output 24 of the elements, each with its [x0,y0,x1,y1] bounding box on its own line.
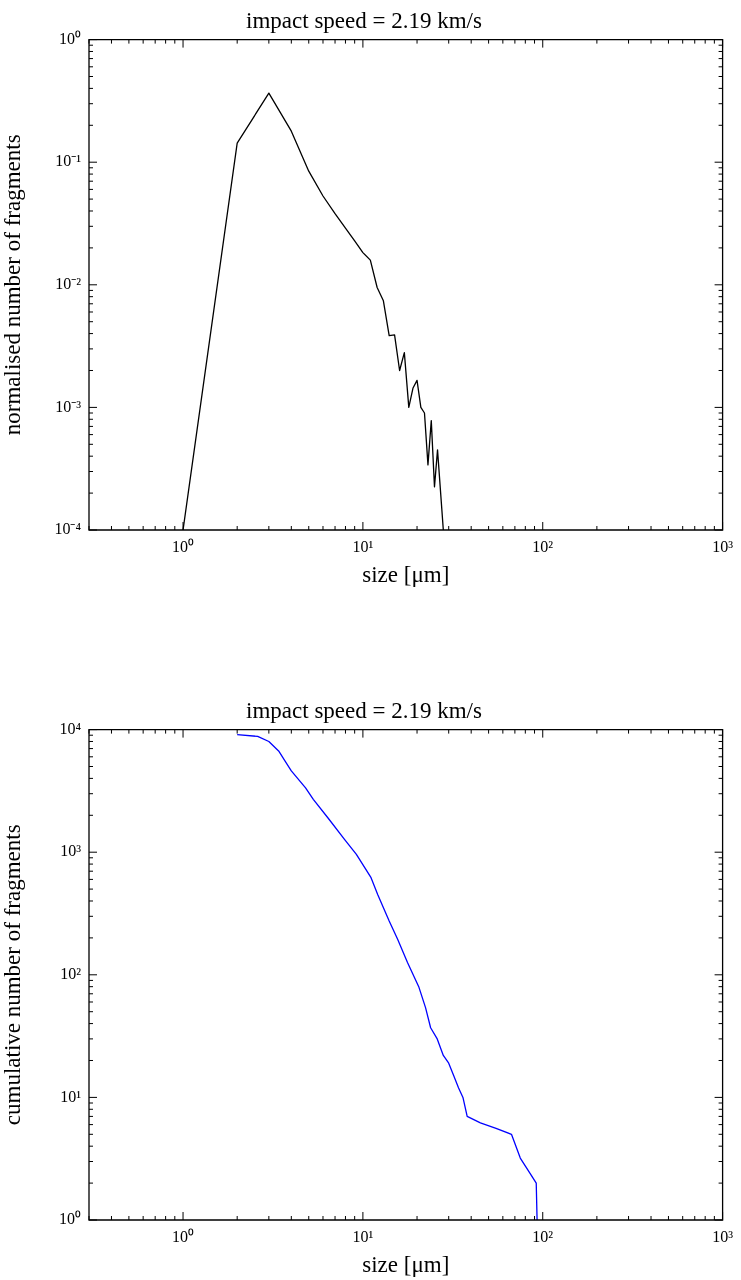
y-tick-label: 10² [60,965,82,982]
y-tick-label: 10⁰ [59,1210,81,1228]
chart-title: impact speed = 2.19 km/s [246,7,482,33]
y-axis-title: cumulative number of fragments [0,824,25,1126]
x-axis-title: size [μm] [362,562,450,588]
x-tick-label: 10² [532,1227,554,1245]
y-tick-label: 10⁻¹ [55,152,82,170]
x-tick-label: 10³ [712,1227,734,1245]
y-tick-label: 10³ [60,842,82,860]
x-tick-label: 10⁰ [172,537,195,555]
y-axis-title: normalised number of fragments [0,134,25,436]
x-axis-title: size [μm] [362,1252,450,1278]
y-tick-label: 10⁰ [59,29,81,47]
x-tick-label: 10¹ [352,1227,374,1245]
y-tick-label: 10⁻⁴ [54,520,82,538]
x-tick-label: 10³ [712,537,734,555]
chart-title: impact speed = 2.19 km/s [246,697,482,723]
y-tick-label: 10¹ [60,1087,82,1105]
x-tick-label: 10² [532,537,554,555]
x-tick-label: 10¹ [352,537,374,555]
y-tick-label: 10⁻² [55,275,82,292]
y-tick-label: 10⁴ [59,719,82,737]
x-tick-label: 10⁰ [172,1227,195,1245]
y-tick-label: 10⁻³ [55,397,82,415]
